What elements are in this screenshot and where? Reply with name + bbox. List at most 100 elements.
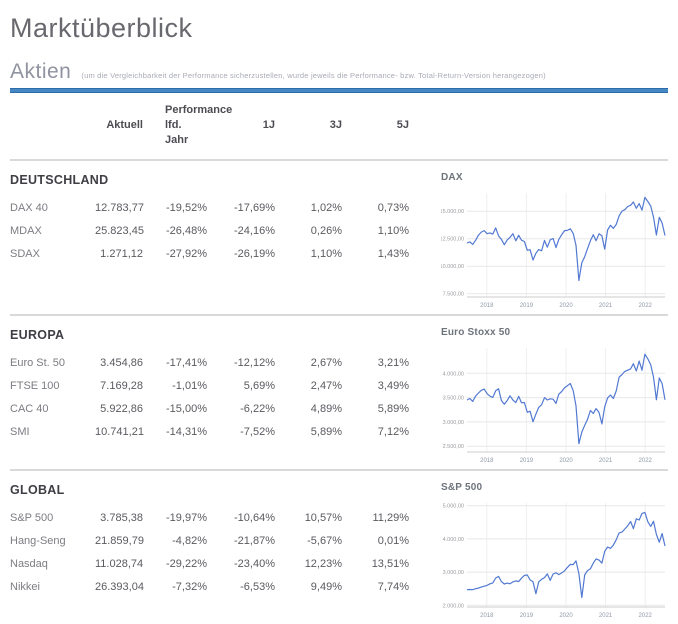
index-value: 11,29%: [372, 511, 410, 524]
price-series-line: [466, 196, 666, 282]
index-value: 1,10%: [310, 247, 342, 260]
index-value: -14,31%: [166, 425, 207, 438]
index-label: FTSE 100: [10, 379, 60, 392]
index-value: -17,69%: [234, 201, 275, 214]
index-value: -21,87%: [234, 534, 275, 547]
market-overview-page: Marktüberblick Aktien (um die Vergleichb…: [0, 12, 678, 624]
price-series-line: [466, 511, 666, 599]
chart-title: DAX: [441, 172, 463, 183]
line-chart: 2018 2019 2020 2021 2022 5.000,00 4.000,00 3.00…: [443, 503, 666, 619]
table-row: Nasdaq 11.028,74 -29,22% -23,40% 12,23% 13,51…: [10, 552, 410, 575]
index-value: 7,74%: [377, 580, 409, 593]
table-row: FTSE 100 7.169,28 -1,01% 5,69% 2,47% 3,49%: [10, 374, 410, 397]
y-axis-label: 3.000,00: [443, 570, 464, 576]
index-value: 21.859,79: [95, 534, 144, 547]
index-value: -17,41%: [166, 356, 207, 369]
page-title: Marktüberblick: [10, 13, 193, 43]
index-value: -23,40%: [234, 557, 275, 570]
band-europa: EUROPA Euro St. 50 3.454,86 -17,41% -12,12%…: [10, 314, 668, 469]
index-value: -19,52%: [166, 201, 207, 214]
index-value: -15,00%: [166, 402, 207, 415]
index-value: 26.393,04: [95, 580, 144, 593]
index-value: 2,67%: [310, 356, 342, 369]
table-row: CAC 40 5.922,86 -15,00% -6,22% 4,89% 5,89%: [10, 397, 410, 420]
column-header-5j: 5J: [396, 119, 409, 131]
band-deutschland: DEUTSCHLAND DAX 40 12.783,77 -19,52% -17,69…: [10, 159, 668, 314]
x-axis-label: 2022: [639, 458, 653, 464]
index-value: 12,23%: [304, 557, 342, 570]
table-header-columns-row: Aktuell lfd. Jahr 1J 3J 5J: [10, 118, 668, 148]
index-value: 1,02%: [310, 201, 342, 214]
x-axis-label: 2018: [480, 458, 494, 464]
index-value: -10,64%: [234, 511, 275, 524]
index-label: SDAX: [10, 247, 40, 260]
index-value: 5,69%: [243, 379, 275, 392]
chart-euro-stoxx-50: Euro Stoxx 50 2018 2019 2020 2021 2022 4.000,…: [441, 320, 668, 469]
y-axis-label: 4.000,00: [443, 537, 464, 543]
y-axis-label: 10.000,00: [441, 264, 464, 270]
index-value: -7,52%: [240, 425, 275, 438]
index-value: -29,22%: [166, 557, 207, 570]
table-row: Hang-Seng 21.859,79 -4,82% -21,87% -5,67% 0,0…: [10, 529, 410, 552]
index-value: -26,19%: [234, 247, 275, 260]
x-axis-label: 2022: [639, 303, 653, 309]
index-value: 2,47%: [310, 379, 342, 392]
y-axis-label: 12.500,00: [441, 237, 464, 243]
section-title: Aktien: [10, 60, 72, 83]
index-value: 7,12%: [377, 425, 409, 438]
index-value: 1.271,12: [100, 247, 143, 260]
column-header-1j: 1J: [262, 119, 275, 131]
index-value: -4,82%: [172, 534, 207, 547]
accent-divider: [10, 88, 668, 93]
table-row: DAX 40 12.783,77 -19,52% -17,69% 1,02% 0,73%: [10, 196, 410, 219]
x-axis-label: 2018: [480, 613, 494, 619]
section-divider: [10, 314, 668, 316]
y-axis-label: 15.000,00: [441, 209, 464, 215]
line-chart: 2018 2019 2020 2021 2022 15.000,00 12.500,00 10…: [441, 193, 666, 309]
chart-sp-500: S&P 500 2018 2019 2020 2021 2022 5.000,00 4.00…: [441, 475, 668, 624]
index-value: 3,49%: [377, 379, 409, 392]
group-title: DEUTSCHLAND: [10, 173, 109, 187]
index-value: 0,01%: [377, 534, 409, 547]
y-axis-label: 5.000,00: [443, 504, 464, 510]
table-row: Nikkei 26.393,04 -7,32% -6,53% 9,49% 7,74%: [10, 575, 410, 598]
y-axis-label: 2.000,00: [443, 603, 464, 609]
index-value: 5.922,86: [100, 402, 143, 415]
index-value: 10,57%: [304, 511, 342, 524]
index-value: -6,53%: [240, 580, 275, 593]
x-axis-label: 2021: [599, 458, 613, 464]
table-row: SMI 10.741,21 -14,31% -7,52% 5,89% 7,12%: [10, 420, 410, 443]
line-chart: 2018 2019 2020 2021 2022 4.000,00 3.500,00 3.00…: [443, 348, 666, 464]
band-global: GLOBAL S&P 500 3.785,38 -19,97% -10,64% 10,5…: [10, 469, 668, 624]
chart-dax: DAX 2018 2019 2020 2021 2022 15.000,00 12.500,…: [441, 165, 668, 314]
column-header-3j: 3J: [329, 119, 342, 131]
index-value: 5,89%: [377, 402, 409, 415]
table-row: S&P 500 3.785,38 -19,97% -10,64% 10,57% 11,29…: [10, 506, 410, 529]
index-value: 4,89%: [310, 402, 342, 415]
group-title: EUROPA: [10, 328, 65, 342]
index-value: -24,16%: [234, 224, 275, 237]
index-value: 3,21%: [377, 356, 409, 369]
section-header: Aktien (um die Vergleichbarkeit der Perf…: [10, 60, 668, 84]
x-axis-label: 2020: [559, 458, 573, 464]
x-axis-label: 2021: [599, 613, 613, 619]
index-value: -6,22%: [240, 402, 275, 415]
index-value: 13,51%: [371, 557, 409, 570]
index-value: -1,01%: [172, 379, 207, 392]
index-value: 25.823,45: [95, 224, 144, 237]
x-axis-label: 2019: [520, 458, 534, 464]
index-label: MDAX: [10, 224, 42, 237]
index-value: -7,32%: [172, 580, 207, 593]
index-value: 10.741,21: [95, 425, 144, 438]
chart-title: S&P 500: [441, 482, 483, 493]
section-note: (um die Vergleichbarkeit der Performance…: [81, 71, 546, 80]
column-group-performance: Performance: [165, 104, 233, 116]
group-title: GLOBAL: [10, 483, 65, 497]
index-value: -26,48%: [166, 224, 207, 237]
index-value: 9,49%: [310, 580, 342, 593]
index-value: 3.785,38: [100, 511, 143, 524]
table-row: MDAX 25.823,45 -26,48% -24,16% 0,26% 1,10%: [10, 219, 410, 242]
index-value: -12,12%: [234, 356, 275, 369]
index-label: SMI: [10, 425, 30, 438]
index-label: Nasdaq: [10, 557, 48, 570]
